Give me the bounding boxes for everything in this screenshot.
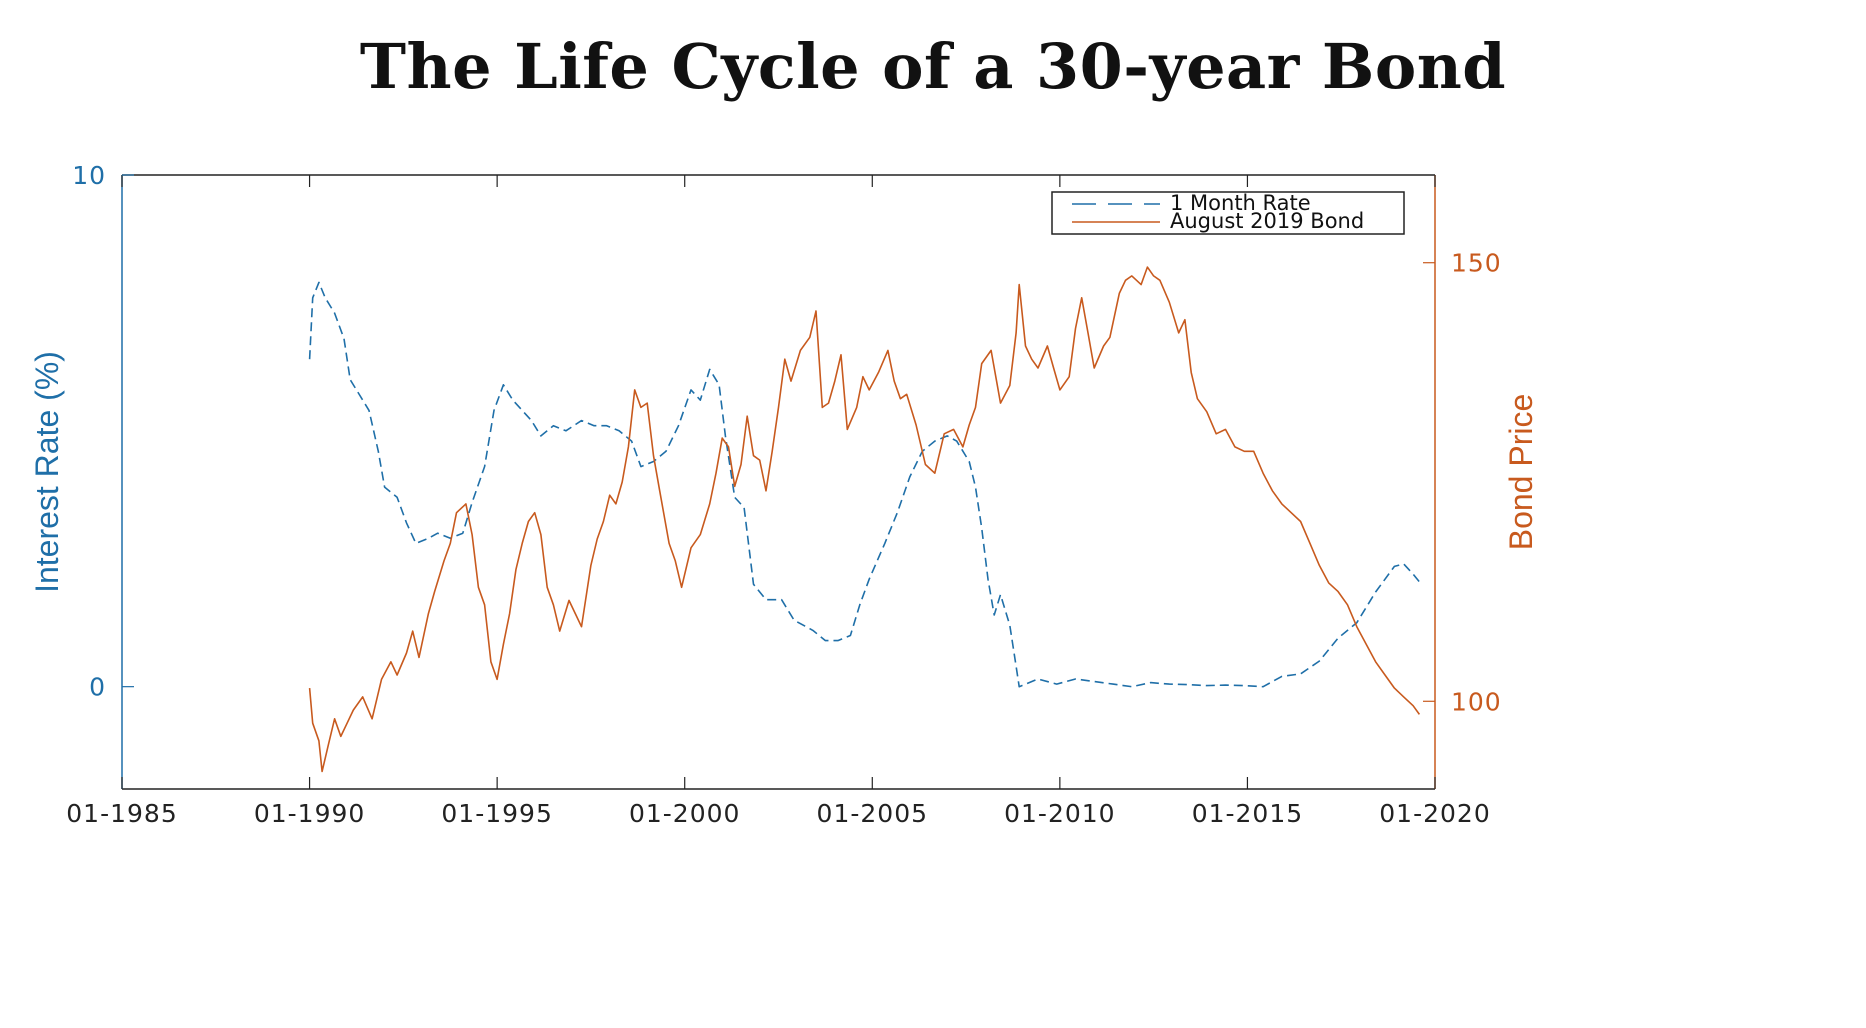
y-right-tick-label: 150 — [1451, 249, 1502, 278]
y-right-tick-label: 100 — [1451, 687, 1502, 716]
x-tick-label: 01-1995 — [441, 799, 552, 828]
y-axis-right-ticks: 100 150 — [1423, 249, 1502, 716]
y-left-tick-label: 0 — [89, 673, 106, 702]
legend-box — [1051, 191, 1405, 235]
series-line-bond — [308, 266, 1421, 773]
x-axis-ticks: 01-1985 01-1990 01-1995 01-2000 01-2005 01-20… — [66, 175, 1490, 828]
y-axis-right-label: Bond Price — [1503, 394, 1539, 551]
x-tick-label: 01-2015 — [1192, 799, 1303, 828]
legend-label-bond: August 2019 Bond — [1170, 209, 1364, 233]
x-tick-label: 01-2000 — [629, 799, 740, 828]
legend: 1 Month Rate August 2019 Bond — [1051, 191, 1405, 235]
y-axis-left-ticks: 0 10 — [72, 161, 134, 702]
y-axis-left-label: Interest Rate (%) — [29, 351, 65, 593]
series-line-rate — [308, 281, 1421, 688]
legend-label-rate: 1 Month Rate — [1170, 191, 1311, 215]
y-left-tick-label: 10 — [72, 161, 106, 190]
plot-frame — [121, 174, 1436, 790]
x-tick-label: 01-2020 — [1379, 799, 1490, 828]
series-layer — [308, 266, 1421, 773]
x-tick-label: 01-1990 — [254, 799, 365, 828]
chart-title: The Life Cycle of a 30-year Bond — [359, 30, 1507, 103]
x-tick-label: 01-2010 — [1004, 799, 1115, 828]
x-tick-label: 01-2005 — [817, 799, 928, 828]
x-tick-label: 01-1985 — [66, 799, 177, 828]
